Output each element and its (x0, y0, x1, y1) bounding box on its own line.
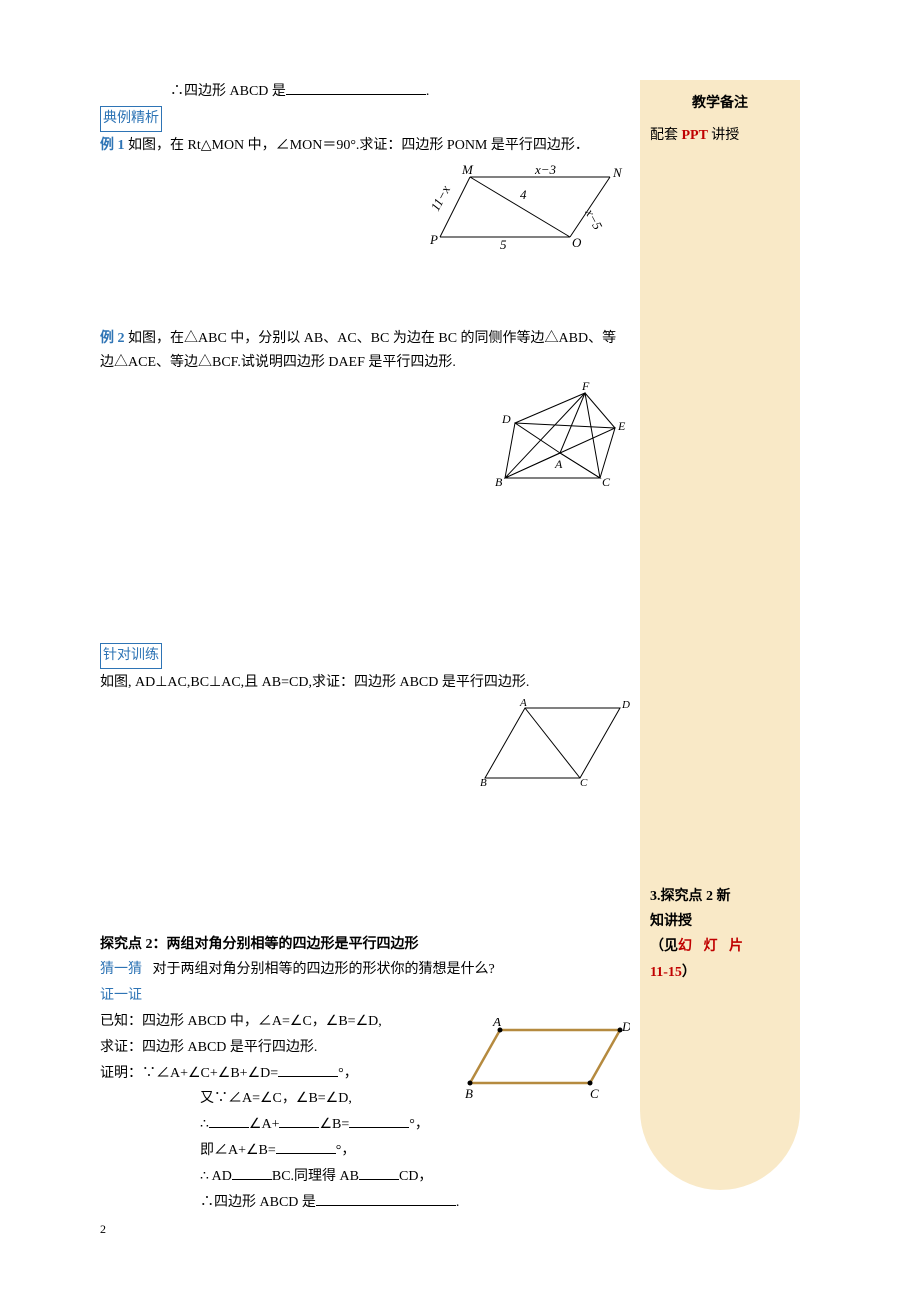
svg-text:E: E (617, 419, 626, 433)
t: 11-15 (650, 965, 682, 980)
sidebar: 教学备注 配套 PPT 讲授 3.探究点 2 新 知讲授 （见幻 灯 片 11-… (640, 80, 800, 1190)
t: ∠A+ (249, 1117, 280, 1132)
sidebar-ppt: 配套 PPT 讲授 (650, 124, 790, 144)
svg-text:D: D (501, 412, 511, 426)
figure-ponm: M N P O x−3 4 5 11−x x−5 (430, 162, 630, 252)
ex2-label: 例 2 (100, 331, 128, 346)
page-number: 2 (100, 1222, 106, 1237)
guess-label: 猜一猜 (100, 962, 142, 977)
t: 即∠A+∠B= (200, 1143, 276, 1158)
blank (276, 1140, 336, 1154)
svg-text:x−5: x−5 (582, 206, 606, 233)
svg-text:A: A (492, 1018, 501, 1029)
proof-l6: ∴四边形 ABCD 是. (100, 1191, 630, 1215)
zhendui-text: 如图, AD⊥AC,BC⊥AC,且 AB=CD,求证：四边形 ABCD 是平行四… (100, 671, 630, 695)
svg-text:M: M (461, 162, 474, 177)
figure-abcd-perp: A B C D (480, 698, 630, 788)
t: ∴ (200, 1117, 209, 1132)
svg-text:B: B (465, 1086, 473, 1098)
svg-text:5: 5 (500, 237, 507, 252)
svg-text:C: C (590, 1086, 599, 1098)
svg-text:B: B (480, 777, 487, 788)
svg-text:4: 4 (520, 187, 527, 202)
proof-l5: ∴ AD BC.同理得 AB CD， (100, 1165, 630, 1189)
svg-text:A: A (554, 457, 563, 471)
section-dianli: 典例精析 (100, 106, 162, 132)
svg-text:C: C (602, 475, 611, 488)
svg-text:O: O (572, 235, 582, 250)
svg-text:x−3: x−3 (534, 162, 557, 177)
sb3-4: 11-15） (650, 960, 790, 985)
t: ∠B= (319, 1117, 349, 1132)
figure-daef: A B C D E F (490, 378, 630, 488)
blank (278, 1063, 338, 1077)
t: （见 (650, 939, 678, 954)
example-2: 例 2 如图，在△ABC 中，分别以 AB、AC、BC 为边在 BC 的同侧作等… (100, 327, 630, 375)
t: °， (338, 1066, 358, 1081)
blank (209, 1114, 249, 1128)
svg-text:D: D (621, 699, 630, 711)
guess-text: 对于两组对角分别相等的四边形的形状你的猜想是什么? (153, 962, 495, 977)
svg-text:B: B (495, 475, 503, 488)
tanjiu-2-title: 探究点 2：两组对角分别相等的四边形是平行四边形 (100, 933, 630, 957)
t: ∴ AD (200, 1169, 232, 1184)
sidebar-title: 教学备注 (650, 92, 790, 112)
blank (232, 1166, 272, 1180)
proof-l4: 即∠A+∠B=°， (100, 1139, 630, 1163)
ex2-text: 如图，在△ABC 中，分别以 AB、AC、BC 为边在 BC 的同侧作等边△AB… (100, 331, 616, 370)
sb3-3: （见幻 灯 片 (650, 934, 790, 959)
figure-parallelogram-abcd: A B C D (465, 1018, 630, 1098)
conclusion-top: ∴四边形 ABCD 是. (100, 80, 630, 104)
blank (359, 1166, 399, 1180)
section-zhendui: 针对训练 (100, 643, 162, 669)
ex1-text: 如图，在 Rt△MON 中，∠MON＝90°.求证：四边形 PONM 是平行四边… (128, 138, 589, 153)
svg-text:F: F (581, 379, 590, 393)
t: 证明：∵∠A+∠C+∠B+∠D= (100, 1066, 278, 1081)
t: 3.探究点 2 新 (650, 889, 731, 904)
t: ∴四边形 ABCD 是 (200, 1195, 316, 1210)
svg-text:A: A (519, 698, 527, 709)
t: ） (682, 965, 696, 980)
t: 幻 灯 片 (678, 939, 747, 954)
sb3-2: 知讲授 (650, 909, 790, 934)
t: CD， (399, 1169, 432, 1184)
t: °， (409, 1117, 429, 1132)
ex1-label: 例 1 (100, 138, 128, 153)
t: 讲授 (711, 128, 739, 143)
blank (286, 81, 426, 95)
svg-text:N: N (612, 165, 623, 180)
t: 配套 (650, 128, 682, 143)
guess-line: 猜一猜 对于两组对角分别相等的四边形的形状你的猜想是什么? (100, 958, 630, 982)
t: BC.同理得 AB (272, 1169, 359, 1184)
proof-l3: ∴ ∠A+ ∠B= °， (100, 1113, 630, 1137)
t: PPT (682, 128, 712, 143)
blank (279, 1114, 319, 1128)
svg-text:C: C (580, 777, 588, 788)
blank (349, 1114, 409, 1128)
svg-text:P: P (430, 232, 438, 247)
sb3-1: 3.探究点 2 新 (650, 884, 790, 909)
prove-label: 证一证 (100, 988, 142, 1003)
blank (316, 1192, 456, 1206)
svg-text:D: D (621, 1019, 630, 1034)
svg-text:11−x: 11−x (430, 183, 453, 214)
text: ∴四边形 ABCD 是 (170, 84, 286, 99)
t: 知讲授 (650, 914, 692, 929)
example-1: 例 1 如图，在 Rt△MON 中，∠MON＝90°.求证：四边形 PONM 是… (100, 134, 630, 158)
